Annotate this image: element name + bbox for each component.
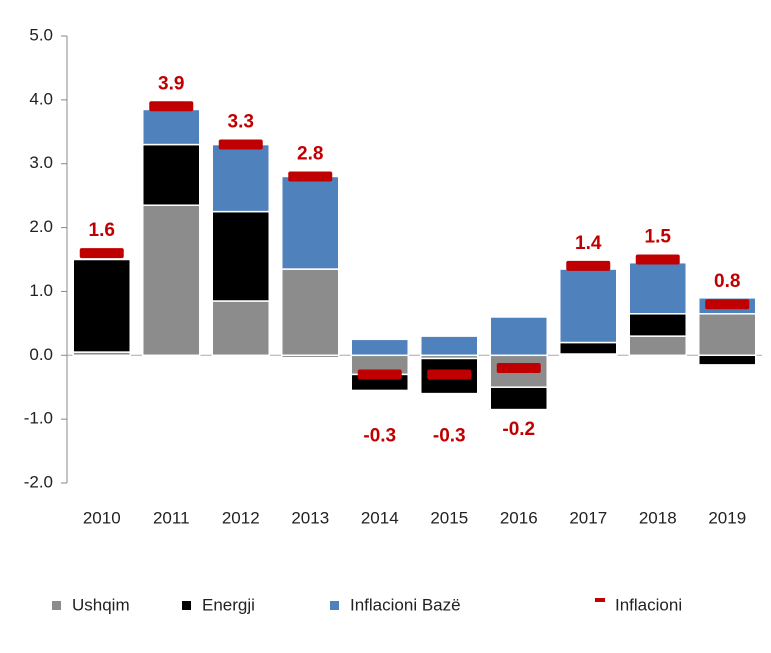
x-tick-label: 2014: [361, 508, 399, 527]
bar-segment: [559, 268, 618, 344]
value-label: 1.6: [89, 220, 115, 241]
bar-segment: [628, 261, 687, 315]
y-tick-label: 3.0: [29, 153, 53, 172]
bar-segment: [420, 335, 479, 357]
x-tick-label: 2018: [639, 508, 677, 527]
inflation-marker: [496, 363, 541, 374]
inflation-marker: [357, 369, 402, 380]
legend-label: Energji: [202, 595, 255, 614]
bar-segment: [72, 258, 131, 353]
bar-segment: [628, 313, 687, 337]
inflation-marker: [288, 171, 333, 182]
y-tick-label: 0.0: [29, 345, 53, 364]
inflation-marker: [149, 101, 194, 112]
bar-segment: [489, 316, 548, 357]
bar-segment: [698, 354, 757, 366]
value-label: 3.9: [158, 73, 184, 94]
inflation-marker: [218, 139, 263, 150]
value-label: -0.3: [363, 425, 396, 446]
legend-label: Inflacioni Bazë: [350, 595, 461, 614]
bar-segment: [142, 108, 201, 146]
bar-segment: [211, 143, 270, 213]
x-tick-label: 2010: [83, 508, 121, 527]
bar-segment: [350, 338, 409, 357]
y-tick-label: 1.0: [29, 281, 53, 300]
inflation-marker: [635, 254, 680, 265]
bar-segment: [281, 354, 340, 358]
y-tick-label: 5.0: [29, 25, 53, 44]
value-label: -0.3: [433, 425, 466, 446]
inflation-marker: [79, 248, 124, 259]
legend-swatch: [330, 601, 339, 610]
value-label: -0.2: [502, 419, 535, 440]
bar-segment: [142, 204, 201, 357]
y-tick-label: -1.0: [24, 409, 53, 428]
bar-segment: [489, 386, 548, 411]
x-tick-label: 2017: [569, 508, 607, 527]
inflation-marker: [427, 369, 472, 380]
x-tick-label: 2012: [222, 508, 260, 527]
value-label: 1.5: [645, 227, 672, 248]
value-label: 1.4: [575, 233, 602, 254]
legend-swatch: [52, 601, 61, 610]
inflation-marker: [705, 299, 750, 310]
x-tick-label: 2016: [500, 508, 538, 527]
x-tick-label: 2011: [153, 508, 190, 527]
bar-segment: [211, 300, 270, 357]
legend-swatch: [595, 598, 605, 602]
legend-label: Ushqim: [72, 595, 130, 614]
bar-segment: [628, 335, 687, 357]
x-tick-label: 2019: [708, 508, 746, 527]
bar-segment: [281, 268, 340, 357]
x-tick-label: 2015: [430, 508, 468, 527]
legend-label: Inflacioni: [615, 595, 682, 614]
value-label: 2.8: [297, 144, 323, 165]
bar-segment: [281, 175, 340, 270]
y-tick-label: -2.0: [24, 472, 53, 491]
inflation-marker: [566, 260, 611, 271]
legend-swatch: [182, 601, 191, 610]
bar-segment: [211, 210, 270, 302]
x-tick-label: 2013: [291, 508, 329, 527]
bar-segment: [142, 143, 201, 206]
y-tick-label: 2.0: [29, 217, 53, 236]
bar-segment: [698, 313, 757, 357]
bar-segment: [559, 341, 618, 355]
value-label: 0.8: [714, 271, 740, 292]
value-label: 3.3: [228, 112, 254, 133]
y-tick-label: 4.0: [29, 89, 53, 108]
